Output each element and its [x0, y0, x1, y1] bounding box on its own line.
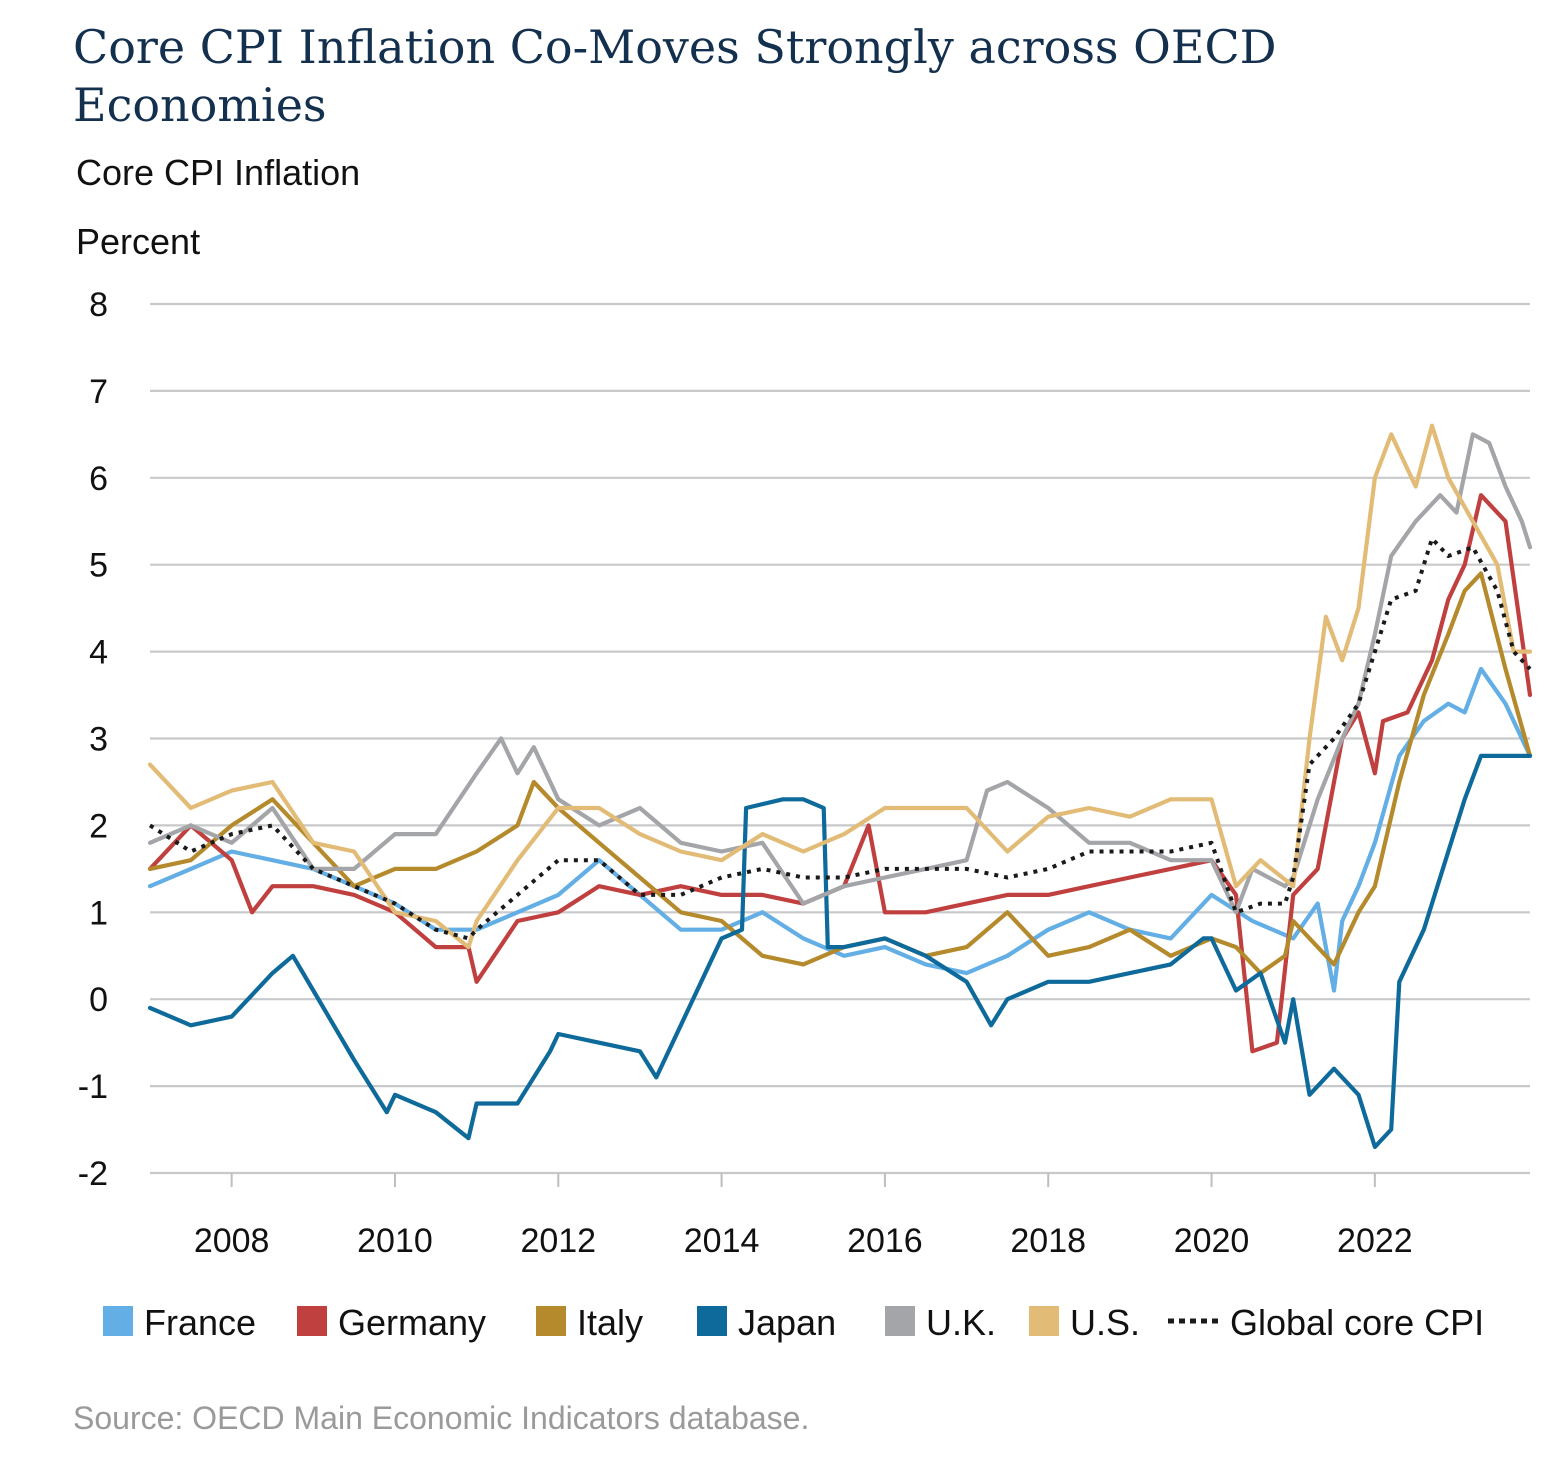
- x-tick-label: 2016: [847, 1222, 923, 1260]
- x-tick-label: 2022: [1337, 1222, 1413, 1260]
- x-axis: 2008 2010 2012 2014 2016 2018 2020 2022: [194, 1173, 1413, 1260]
- legend-swatch-france: [103, 1306, 133, 1336]
- legend-swatch-u-k: [885, 1306, 915, 1336]
- legend-label-germany: Germany: [338, 1302, 486, 1343]
- series-line-u-s: [147, 423, 1533, 950]
- y-tick-label: 1: [89, 894, 108, 932]
- legend-swatch-japan: [697, 1306, 727, 1336]
- legend-label-u-s: U.S.: [1070, 1302, 1140, 1343]
- x-tick-label: 2010: [357, 1222, 433, 1260]
- legend-swatch-germany: [297, 1306, 327, 1336]
- series-line-global-core-cpi: [148, 536, 1532, 941]
- chart-subtitle: Core CPI Inflation: [76, 152, 361, 193]
- y-tick-label: 8: [89, 286, 108, 324]
- y-axis-ticks: -2 -1 0 1 2 3 4 5 6 7 8: [78, 286, 108, 1193]
- legend-swatch-italy: [536, 1306, 566, 1336]
- y-tick-label: 3: [89, 721, 108, 759]
- x-tick-label: 2014: [684, 1222, 760, 1260]
- source-note: Source: OECD Main Economic Indicators da…: [73, 1400, 810, 1436]
- y-tick-label: 6: [89, 460, 108, 498]
- y-tick-label: 4: [89, 634, 108, 672]
- series-line-u-k: [147, 432, 1533, 915]
- series-line-italy: [147, 571, 1533, 976]
- legend-label-japan: Japan: [738, 1302, 836, 1343]
- x-tick-label: 2008: [194, 1222, 270, 1260]
- y-tick-label: -1: [78, 1068, 108, 1106]
- legend-label-u-k: U.K.: [926, 1302, 996, 1343]
- y-tick-label: 5: [89, 547, 108, 585]
- x-tick-label: 2020: [1174, 1222, 1250, 1260]
- y-axis-unit-label: Percent: [76, 221, 201, 262]
- x-tick-label: 2012: [520, 1222, 596, 1260]
- y-tick-label: 2: [89, 807, 108, 845]
- series-line-japan: [147, 753, 1533, 1150]
- x-tick-label: 2018: [1010, 1222, 1086, 1260]
- legend: France Germany Italy Japan U.K. U.S. Global co…: [103, 1302, 1484, 1343]
- legend-label-france: France: [144, 1302, 256, 1343]
- series-line-germany: [147, 493, 1533, 1054]
- series-line-france: [147, 666, 1533, 993]
- legend-label-italy: Italy: [577, 1302, 643, 1343]
- y-tick-label: 7: [89, 373, 108, 411]
- gridlines: [150, 302, 1530, 1175]
- series-lines: [147, 423, 1533, 1150]
- y-tick-label: -2: [78, 1155, 108, 1193]
- legend-swatch-u-s: [1029, 1306, 1059, 1336]
- chart-title: Core CPI Inflation Co-Moves Strongly acr…: [73, 20, 1277, 132]
- legend-label-global-core-cpi: Global core CPI: [1230, 1302, 1484, 1343]
- y-tick-label: 0: [89, 981, 108, 1019]
